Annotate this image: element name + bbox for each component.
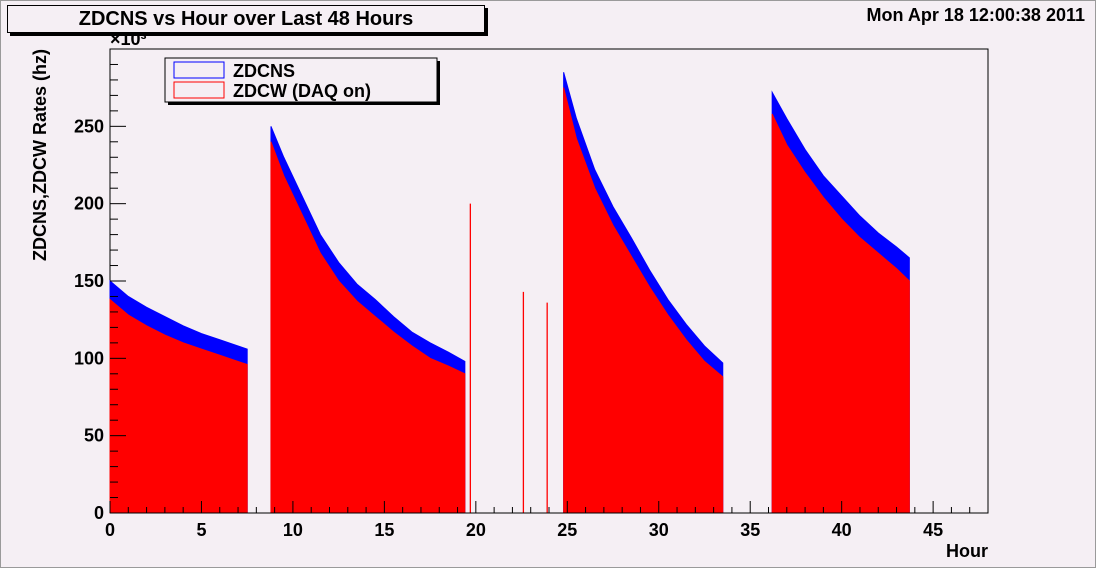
legend-swatch-zdcw <box>173 81 225 99</box>
y-axis: 0 50 100 150 200 250 <box>74 48 126 523</box>
x-tick-label: 15 <box>374 520 394 540</box>
series-1-segment-0 <box>109 298 248 514</box>
y-axis-title: ZDCNS,ZDCW Rates (hz) <box>30 49 50 261</box>
x-axis: 0 5 10 15 20 25 30 35 40 45 <box>105 501 989 540</box>
timestamp: Mon Apr 18 12:00:38 2011 <box>866 5 1085 25</box>
y-tick-label: 150 <box>74 271 104 291</box>
x-tick-label: 5 <box>196 520 206 540</box>
y-tick-label: 100 <box>74 348 104 368</box>
y-tick-label: 0 <box>94 503 104 523</box>
x-axis-title: Hour <box>946 541 988 561</box>
x-tick-label: 0 <box>105 520 115 540</box>
legend: ZDCNS ZDCW (DAQ on) <box>164 57 440 105</box>
x-tick-label: 40 <box>832 520 852 540</box>
legend-box <box>164 57 438 103</box>
x-tick-label: 35 <box>740 520 760 540</box>
legend-label-zdcw: ZDCW (DAQ on) <box>233 81 371 101</box>
legend-swatch-zdcns <box>173 61 225 79</box>
x-tick-label: 25 <box>557 520 577 540</box>
series-1-segment-1 <box>270 141 466 514</box>
series-1-segment-2 <box>563 87 724 514</box>
x-tick-label: 45 <box>923 520 943 540</box>
chart-title: ZDCNS vs Hour over Last 48 Hours <box>7 5 485 33</box>
y-exponent-label: ×10³ <box>110 29 147 49</box>
x-tick-label: 30 <box>649 520 669 540</box>
x-tick-label: 20 <box>466 520 486 540</box>
y-tick-label: 250 <box>74 116 104 136</box>
y-tick-label: 50 <box>84 426 104 446</box>
series-1-segment-3 <box>771 113 910 514</box>
x-tick-label: 10 <box>283 520 303 540</box>
y-tick-label: 200 <box>74 194 104 214</box>
series-layer <box>109 72 988 514</box>
legend-label-zdcns: ZDCNS <box>233 61 295 81</box>
